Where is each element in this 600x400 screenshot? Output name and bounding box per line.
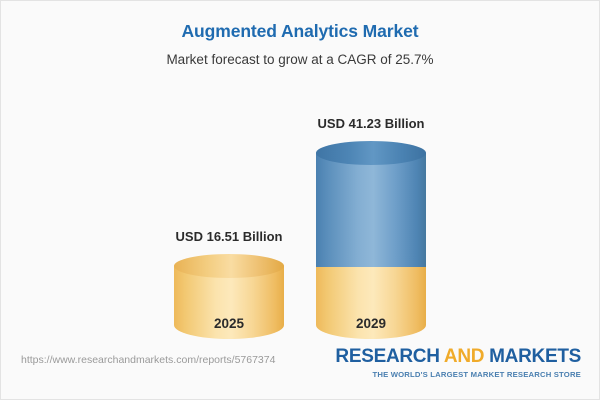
chart-header: Augmented Analytics Market Market foreca… <box>1 21 599 68</box>
x-axis-labels: 2025 2029 <box>1 316 599 340</box>
logo-text-and: AND <box>443 346 485 367</box>
cylinder-body-gold-2029 <box>316 266 426 339</box>
x-axis-tick-2025: 2025 <box>213 316 245 331</box>
bar-group-2029: USD 41.23 Billion <box>291 116 451 346</box>
bar-value-label-2025: USD 16.51 Billion <box>175 229 283 245</box>
cylinder-2025 <box>174 254 284 346</box>
logo-wordmark: RESEARCH AND MARKETS <box>335 346 581 368</box>
chart-plot-area: USD 16.51 Billion USD 41.23 Billion <box>1 81 599 346</box>
cylinder-body-gold-2025 <box>174 266 284 339</box>
chart-subtitle: Market forecast to grow at a CAGR of 25.… <box>166 52 434 67</box>
cylinder-top-cap-2025 <box>174 254 284 278</box>
cylinder-top-cap-2029 <box>316 141 426 165</box>
bar-group-2025: USD 16.51 Billion <box>149 229 309 346</box>
cylinder-body-blue-2029 <box>316 153 426 267</box>
x-axis-tick-2029: 2029 <box>355 316 387 331</box>
cylinder-2029 <box>316 141 426 346</box>
page-title: Augmented Analytics Market <box>181 21 419 41</box>
logo-text-markets: MARKETS <box>484 346 581 367</box>
footer: https://www.researchandmarkets.com/repor… <box>1 344 599 399</box>
logo-tagline: THE WORLD'S LARGEST MARKET RESEARCH STOR… <box>372 370 581 379</box>
bar-value-label-2029: USD 41.23 Billion <box>317 116 425 132</box>
research-and-markets-logo[interactable]: RESEARCH AND MARKETS THE WORLD'S LARGEST… <box>335 346 581 379</box>
source-url-link[interactable]: https://www.researchandmarkets.com/repor… <box>21 354 276 366</box>
logo-text-research: RESEARCH <box>335 346 444 367</box>
